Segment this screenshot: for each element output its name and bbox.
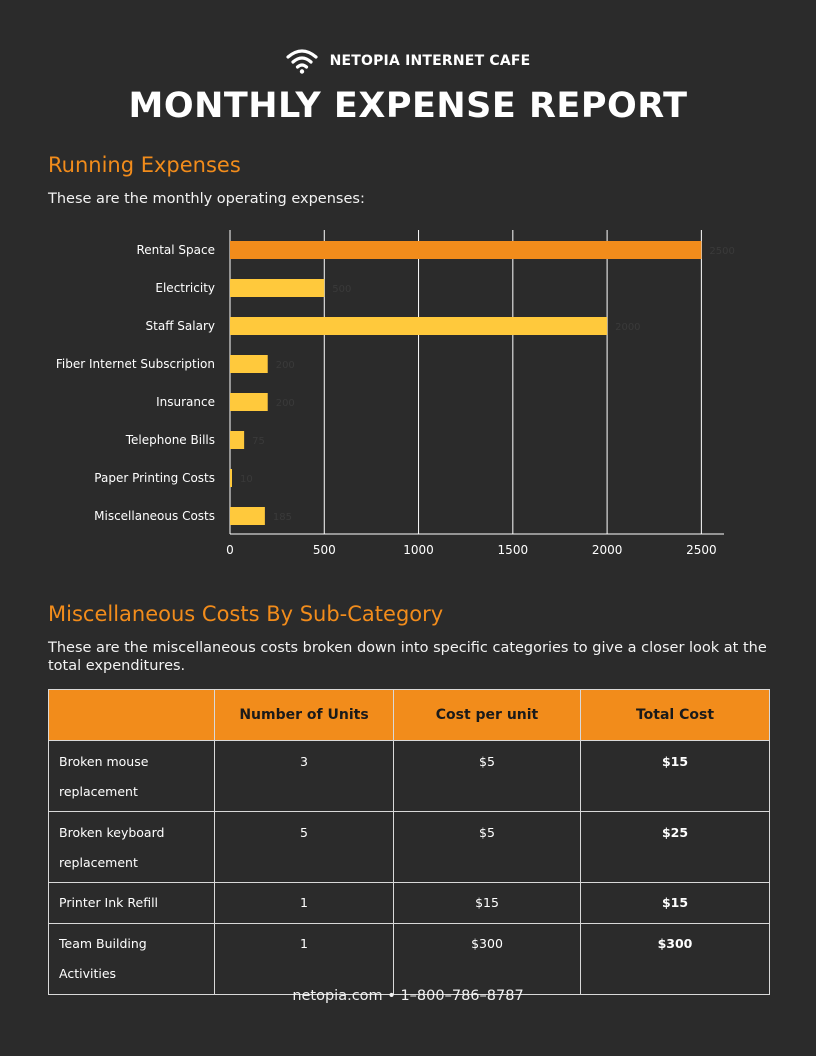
category-label: Electricity [155, 281, 215, 295]
category-label: Miscellaneous Costs [94, 509, 215, 523]
misc-costs-description: These are the miscellaneous costs broken… [48, 640, 767, 674]
brand-header: NETOPIA INTERNET CAFE [0, 48, 816, 74]
table-row: Printer Ink Refill 1 $15 $15 [48, 882, 770, 924]
data-label: 200 [276, 360, 295, 371]
running-expenses-description: These are the monthly operating expenses… [48, 191, 365, 207]
data-label: 2000 [615, 322, 640, 333]
item-cell: Team Building Activities [48, 923, 215, 995]
item-cell: Printer Ink Refill [48, 882, 215, 924]
table-row: Broken mouse replacement 3 $5 $15 [48, 740, 770, 812]
data-label: 10 [240, 474, 253, 485]
x-tick-label: 0 [226, 543, 234, 557]
x-tick-label: 500 [313, 543, 336, 557]
bar [230, 431, 245, 449]
bar [230, 241, 702, 259]
bar [230, 507, 265, 525]
column-header: Total Cost [580, 689, 770, 741]
data-label: 2500 [709, 246, 734, 257]
category-label: Paper Printing Costs [94, 471, 215, 485]
category-label: Staff Salary [146, 319, 215, 333]
cost-cell: $300 [393, 923, 581, 995]
item-cell: Broken keyboard replacement [48, 811, 215, 883]
category-label: Fiber Internet Subscription [56, 357, 215, 371]
cost-cell: $5 [393, 811, 581, 883]
bar [230, 469, 232, 487]
brand-name: NETOPIA INTERNET CAFE [329, 53, 531, 69]
x-tick-label: 2000 [592, 543, 623, 557]
column-header [48, 689, 215, 741]
footer-contact: netopia.com • 1–800–786–8787 [292, 988, 524, 1004]
bar [230, 279, 325, 297]
x-tick-label: 1000 [403, 543, 434, 557]
bar [230, 317, 608, 335]
x-tick-label: 1500 [498, 543, 529, 557]
column-header: Cost per unit [393, 689, 581, 741]
misc-costs-table: Number of Units Cost per unit Total Cost… [48, 689, 770, 995]
category-label: Rental Space [136, 243, 215, 257]
misc-costs-heading: Miscellaneous Costs By Sub-Category [48, 602, 444, 626]
data-label: 500 [332, 284, 351, 295]
units-cell: 5 [214, 811, 394, 883]
category-label: Insurance [156, 395, 215, 409]
bar [230, 393, 268, 411]
wifi-icon [285, 49, 318, 74]
data-label: 75 [252, 436, 265, 447]
page-title: MONTHLY EXPENSE REPORT [128, 86, 688, 126]
total-cell: $15 [580, 740, 770, 812]
x-tick-label: 2500 [686, 543, 717, 557]
cost-cell: $5 [393, 740, 581, 812]
cost-cell: $15 [393, 882, 581, 924]
bar [230, 355, 268, 373]
running-expenses-chart: 0 500 1000 1500 2000 2500 Rental Space 2500 Elec… [56, 230, 735, 557]
units-cell: 1 [214, 882, 394, 924]
data-label: 200 [276, 398, 295, 409]
item-cell: Broken mouse replacement [48, 740, 215, 812]
units-cell: 1 [214, 923, 394, 995]
total-cell: $300 [580, 923, 770, 995]
column-header: Number of Units [214, 689, 394, 741]
total-cell: $25 [580, 811, 770, 883]
table-row: Team Building Activities 1 $300 $300 [48, 923, 770, 995]
category-label: Telephone Bills [125, 433, 215, 447]
units-cell: 3 [214, 740, 394, 812]
data-label: 185 [273, 512, 292, 523]
table-header-row: Number of Units Cost per unit Total Cost [48, 689, 770, 741]
running-expenses-heading: Running Expenses [48, 153, 241, 177]
total-cell: $15 [580, 882, 770, 924]
table-row: Broken keyboard replacement 5 $5 $25 [48, 811, 770, 883]
